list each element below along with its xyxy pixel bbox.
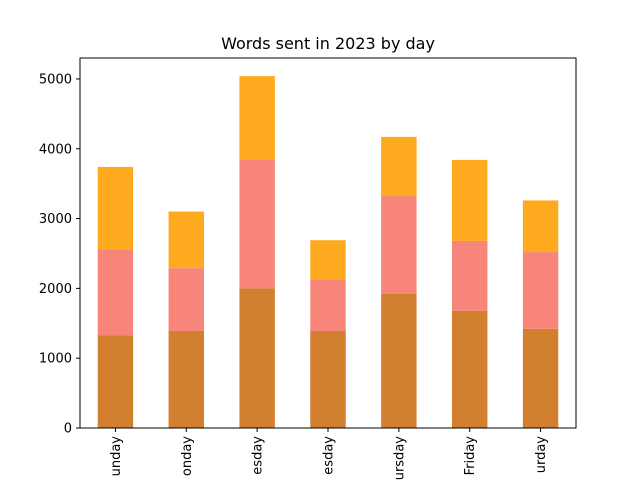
bar-segment-1-tuesday: [239, 288, 275, 428]
bar-segment-2-thursday: [381, 195, 417, 294]
y-tick-label: 5000: [39, 72, 72, 87]
bar-segment-3-wednesday: [310, 240, 346, 280]
bar-segment-3-friday: [452, 159, 488, 241]
bar-segment-2-tuesday: [239, 159, 275, 289]
bar-segment-1-wednesday: [310, 330, 346, 428]
y-tick-label: 1000: [39, 352, 72, 367]
bar-segment-3-saturday: [522, 200, 559, 253]
x-tick-label-thursday: ursday: [392, 436, 407, 480]
x-tick-label-monday: onday: [180, 436, 195, 476]
y-tick-label: 2000: [39, 282, 72, 297]
x-tick-label-tuesday: esday: [251, 436, 266, 475]
x-tick-label-saturday: urday: [534, 436, 549, 474]
bar-segment-1-sunday: [97, 335, 134, 428]
x-tick-label-wednesday: esday: [322, 436, 337, 475]
bar-segment-1-monday: [168, 330, 204, 428]
x-tick-label-sunday: unday: [109, 436, 124, 477]
bar-segment-3-monday: [168, 211, 204, 269]
bar-segment-1-friday: [452, 310, 488, 428]
x-axis: unday onday esday esday ursday Friday urday: [109, 428, 549, 480]
y-tick-label: 4000: [39, 142, 72, 157]
y-axis: 0 1000 2000 3000 4000 5000: [39, 72, 80, 437]
y-tick-label: 0: [64, 422, 72, 437]
y-tick-label: 3000: [39, 212, 72, 227]
chart-title: Words sent in 2023 by day: [221, 34, 435, 53]
bar-segment-1-thursday: [381, 293, 417, 428]
bar-segment-2-friday: [452, 240, 488, 311]
bar-segment-2-wednesday: [310, 279, 346, 331]
bars-group: [97, 76, 559, 428]
bar-segment-1-saturday: [522, 328, 559, 428]
bar-segment-3-tuesday: [239, 76, 275, 160]
x-tick-label-friday: Friday: [463, 436, 478, 476]
bar-segment-2-saturday: [522, 252, 559, 329]
bar-segment-3-thursday: [381, 136, 417, 196]
bar-segment-3-sunday: [97, 166, 134, 250]
plot-frame: [79, 57, 577, 429]
bar-segment-2-sunday: [97, 249, 134, 336]
bar-segment-2-monday: [168, 268, 204, 331]
